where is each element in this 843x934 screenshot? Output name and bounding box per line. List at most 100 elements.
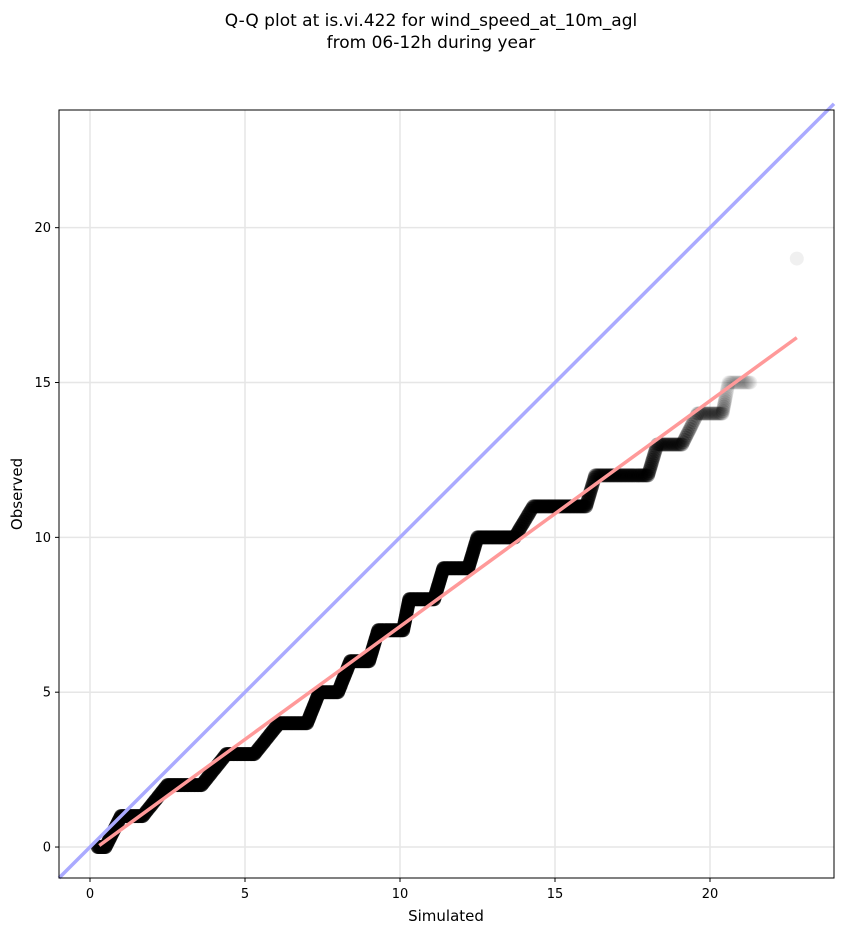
x-tick-label-4: 20 xyxy=(702,887,719,902)
fit-line xyxy=(98,336,798,847)
scatter-point-529 xyxy=(740,375,755,390)
chart-title-line2: from 06-12h during year xyxy=(327,33,536,53)
scatter-point-461 xyxy=(664,437,679,452)
scatter-point-411 xyxy=(604,468,619,483)
scatter-point-459 xyxy=(661,437,676,452)
scatter-point-505 xyxy=(717,397,732,412)
scatter-point-386 xyxy=(579,497,594,512)
scatter-point-427 xyxy=(627,468,642,483)
scatter-point-389 xyxy=(581,490,596,505)
scatter-point-507 xyxy=(718,393,733,408)
scatter-point-493 xyxy=(704,406,719,421)
scatter-point-498 xyxy=(711,406,726,421)
scatter-point-492 xyxy=(703,406,717,421)
scatter-point-462 xyxy=(665,437,680,452)
plot-frame xyxy=(58,109,835,879)
scatter-point-475 xyxy=(681,424,696,439)
scatter-point-531 xyxy=(743,375,758,390)
scatter-point-399 xyxy=(588,468,603,483)
scatter-point-471 xyxy=(677,433,692,447)
scatter-point-491 xyxy=(701,406,716,421)
scatter-point-441 xyxy=(643,459,658,474)
scatter-point-456 xyxy=(657,437,672,452)
scatter-point-489 xyxy=(698,406,713,421)
scatter-point-494 xyxy=(705,406,720,421)
scatter-point-470 xyxy=(676,435,691,450)
scatter-point-476 xyxy=(682,422,697,436)
scatter-point-420 xyxy=(617,468,632,483)
scatter-point-516 xyxy=(723,375,737,390)
x-tick-label-2: 10 xyxy=(392,887,409,902)
chart-title-line1: Q-Q plot at is.vi.422 for wind_speed_at_… xyxy=(225,11,637,31)
scatter-point-428 xyxy=(628,468,643,483)
y-tick-label-4: 20 xyxy=(34,221,51,236)
scatter-point-477 xyxy=(684,419,698,434)
scatter-point-445 xyxy=(646,450,661,465)
x-axis-label: Simulated xyxy=(408,907,484,925)
scatter-point-523 xyxy=(732,375,747,390)
scatter-point-473 xyxy=(679,428,694,443)
scatter-point-466 xyxy=(671,437,685,452)
scatter-point-430 xyxy=(631,468,646,483)
scatter-point-442 xyxy=(644,457,659,472)
scatter-point-422 xyxy=(620,468,635,483)
scatter-point-434 xyxy=(636,468,651,483)
scatter-point-499 xyxy=(712,406,727,421)
scatter-point-440 xyxy=(643,461,657,476)
y-tick-label-3: 15 xyxy=(34,376,51,391)
scatter-point-392 xyxy=(583,483,598,498)
y-axis-ticks: 0 5 10 15 20 xyxy=(34,221,59,856)
y-tick-label-1: 5 xyxy=(43,686,51,701)
y-axis-label: Observed xyxy=(8,458,26,530)
scatter-point-396 xyxy=(586,475,601,490)
scatter-point-432 xyxy=(634,468,649,483)
scatter-point-443 xyxy=(645,455,659,470)
scatter-point-508 xyxy=(718,391,733,405)
scatter-point-497 xyxy=(709,406,724,421)
scatter-point-463 xyxy=(666,437,681,452)
scatter-point-417 xyxy=(613,468,628,483)
scatter-point-472 xyxy=(678,430,693,445)
scatter-point-478 xyxy=(685,417,700,432)
identity-line xyxy=(57,102,836,880)
scatter-point-530 xyxy=(741,375,756,390)
grid-lines xyxy=(59,110,834,878)
scatter-point-502 xyxy=(715,404,730,419)
x-tick-label-0: 0 xyxy=(86,887,94,902)
scatter-point-465 xyxy=(669,437,684,452)
scatter-point-504 xyxy=(716,399,731,414)
scatter-point-500 xyxy=(714,406,728,421)
scatter-point-387 xyxy=(580,495,595,509)
scatter-point-454 xyxy=(654,437,669,452)
scatter-point-418 xyxy=(614,468,629,483)
x-axis-ticks: 0 5 10 15 20 xyxy=(86,878,718,902)
scatter-point-483 xyxy=(690,406,705,421)
scatter-point-532 xyxy=(789,251,804,266)
scatter-point-439 xyxy=(642,464,657,478)
scatter-point-496 xyxy=(708,406,723,421)
scatter-point-419 xyxy=(616,468,630,483)
reference-lines xyxy=(57,102,836,880)
scatter-point-388 xyxy=(581,492,595,507)
scatter-point-460 xyxy=(662,437,677,452)
scatter-point-468 xyxy=(673,437,688,452)
scatter-point-479 xyxy=(686,415,701,430)
scatter-point-488 xyxy=(697,406,712,421)
scatter-point-455 xyxy=(655,437,670,452)
scatter-point-446 xyxy=(647,448,661,463)
y-tick-label-0: 0 xyxy=(43,841,51,856)
scatter-point-490 xyxy=(700,406,715,421)
scatter-point-469 xyxy=(675,437,690,452)
scatter-point-464 xyxy=(668,437,683,452)
scatter-point-425 xyxy=(624,468,639,483)
scatter-point-436 xyxy=(639,468,654,483)
scatter-point-444 xyxy=(645,452,660,467)
scatter-point-447 xyxy=(647,446,662,461)
scatter-point-449 xyxy=(649,441,663,456)
x-tick-label-1: 5 xyxy=(241,887,249,902)
scatter-point-426 xyxy=(625,468,640,483)
scatter-point-421 xyxy=(618,468,633,483)
x-tick-label-3: 15 xyxy=(547,887,564,902)
scatter-point-503 xyxy=(716,402,731,417)
scatter-point-467 xyxy=(672,437,687,452)
